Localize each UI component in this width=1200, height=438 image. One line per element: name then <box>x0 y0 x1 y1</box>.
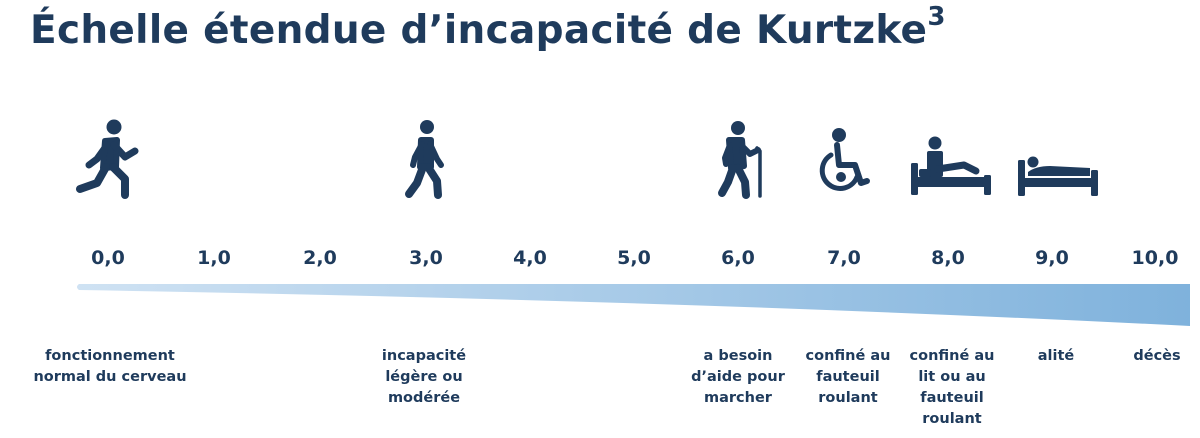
severity-wedge-bar <box>75 282 1190 327</box>
scale-tick-6: 6,0 <box>721 247 755 269</box>
description-10: décès <box>1133 348 1181 364</box>
description-8: confiné au lit ou au fauteuil roulant <box>909 348 995 427</box>
scale-tick-7: 7,0 <box>827 247 861 269</box>
walking-person-icon <box>395 117 455 203</box>
person-lying-in-bed-icon <box>1016 152 1100 198</box>
page-title: Échelle étendue d’incapacité de Kurtzke3 <box>30 2 946 53</box>
scale-tick-10: 10,0 <box>1131 247 1179 269</box>
wheelchair-icon <box>817 125 877 197</box>
description-9: alité <box>1037 348 1075 364</box>
scale-tick-0: 0,0 <box>91 247 125 269</box>
scale-tick-2: 2,0 <box>303 247 337 269</box>
title-text: Échelle étendue d’incapacité de Kurtzke <box>30 8 928 53</box>
scale-tick-5: 5,0 <box>617 247 651 269</box>
running-person-icon <box>67 115 147 205</box>
description-7: confiné au fauteuil roulant <box>805 348 891 406</box>
scale-tick-8: 8,0 <box>931 247 965 269</box>
title-superscript: 3 <box>927 2 946 32</box>
scale-tick-9: 9,0 <box>1035 247 1069 269</box>
description-6: a besoin d’aide pour marcher <box>691 348 785 406</box>
scale-tick-1: 1,0 <box>197 247 231 269</box>
description-3: incapacité légère ou modérée <box>381 348 467 406</box>
person-with-cane-icon <box>712 118 772 200</box>
scale-tick-4: 4,0 <box>513 247 547 269</box>
person-sitting-in-bed-icon <box>908 135 996 197</box>
description-0: fonctionnement normal du cerveau <box>33 348 187 385</box>
scale-tick-3: 3,0 <box>409 247 443 269</box>
